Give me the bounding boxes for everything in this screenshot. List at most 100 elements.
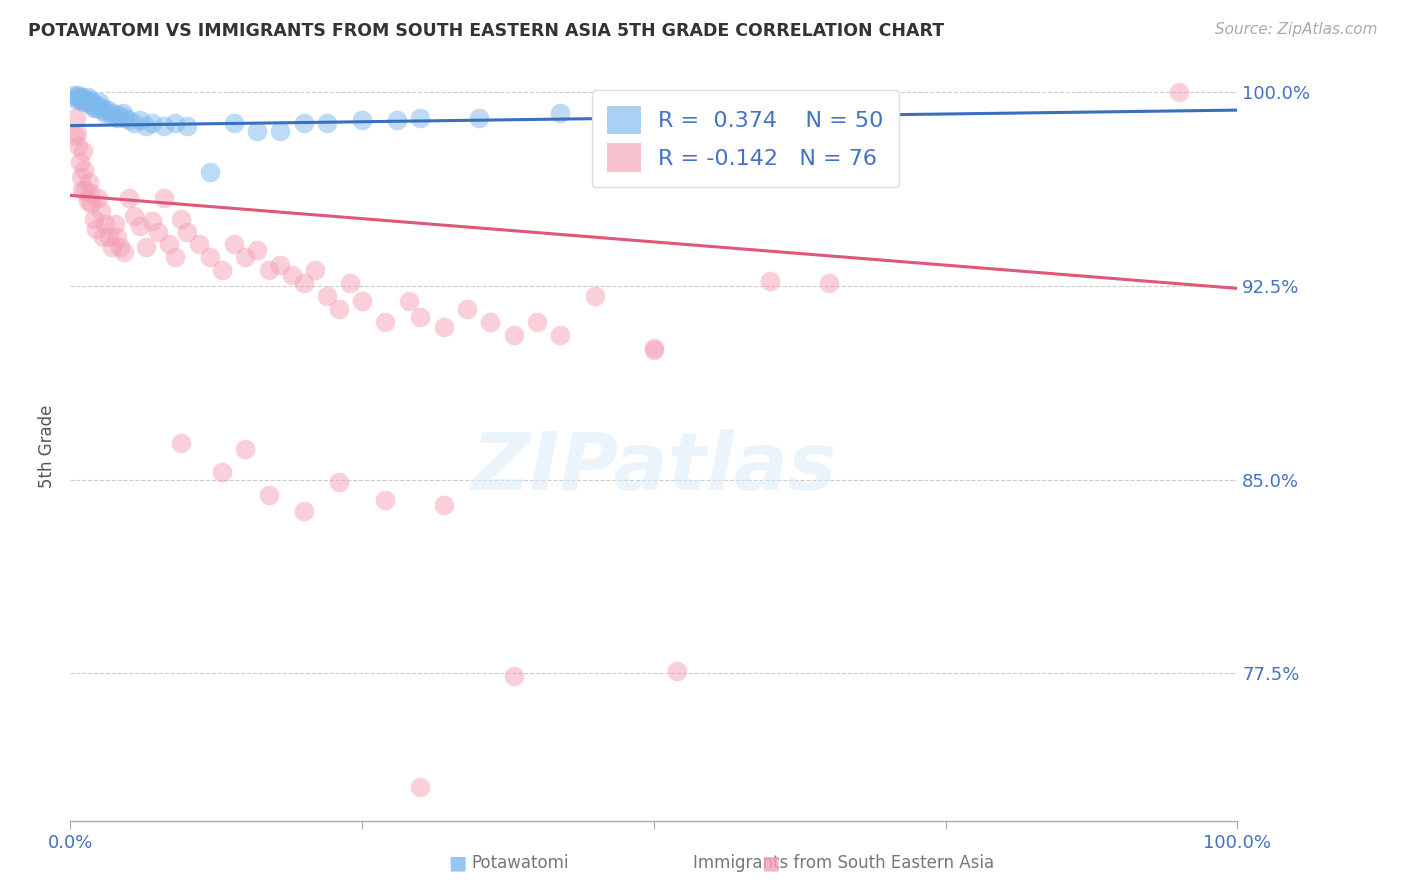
Point	[105, 111, 128, 125]
Point	[77, 95, 100, 110]
Point	[141, 214, 163, 228]
Point	[135, 240, 157, 254]
Point	[165, 251, 187, 265]
Point	[124, 209, 146, 223]
Point	[398, 294, 420, 309]
Point	[73, 162, 96, 177]
Point	[84, 101, 107, 115]
Point	[526, 315, 548, 329]
Point	[66, 127, 89, 141]
Point	[124, 116, 146, 130]
Point	[818, 277, 841, 291]
Point	[118, 191, 141, 205]
Point	[152, 119, 174, 133]
Point	[292, 116, 315, 130]
Text: ■: ■	[447, 854, 467, 872]
Point	[97, 103, 120, 117]
Point	[759, 274, 782, 288]
Point	[97, 229, 120, 244]
Point	[76, 90, 98, 104]
Point	[257, 488, 280, 502]
Point	[70, 183, 93, 197]
Point	[643, 343, 665, 358]
Point	[176, 119, 198, 133]
Point	[69, 93, 91, 107]
Point	[70, 90, 93, 104]
Text: Potawatomi: Potawatomi	[471, 855, 569, 872]
Point	[65, 111, 87, 125]
Legend: R =  0.374    N = 50, R = -0.142   N = 76: R = 0.374 N = 50, R = -0.142 N = 76	[592, 90, 900, 187]
Point	[479, 315, 502, 329]
Point	[89, 95, 111, 110]
Point	[80, 196, 103, 211]
Point	[105, 229, 128, 244]
Point	[69, 90, 91, 104]
Point	[87, 191, 110, 205]
Point	[304, 263, 326, 277]
Y-axis label: 5th Grade: 5th Grade	[38, 404, 56, 488]
Point	[77, 176, 100, 190]
Point	[79, 186, 101, 200]
Point	[141, 116, 163, 130]
Point	[111, 105, 134, 120]
Point	[76, 194, 98, 208]
Point	[409, 111, 432, 125]
Point	[135, 119, 157, 133]
Point	[129, 113, 152, 128]
Point	[187, 237, 209, 252]
Point	[91, 229, 114, 244]
Point	[385, 113, 408, 128]
Point	[409, 780, 432, 794]
Point	[104, 217, 127, 231]
Point	[146, 225, 169, 239]
Point	[80, 98, 103, 112]
Point	[281, 268, 304, 283]
Point	[352, 113, 374, 128]
Point	[108, 108, 131, 122]
Point	[211, 465, 233, 479]
Point	[456, 301, 478, 316]
Text: Immigrants from South Eastern Asia: Immigrants from South Eastern Asia	[693, 855, 994, 872]
Text: POTAWATOMI VS IMMIGRANTS FROM SOUTH EASTERN ASIA 5TH GRADE CORRELATION CHART: POTAWATOMI VS IMMIGRANTS FROM SOUTH EAST…	[28, 22, 945, 40]
Text: Source: ZipAtlas.com: Source: ZipAtlas.com	[1215, 22, 1378, 37]
Point	[292, 277, 315, 291]
Point	[246, 124, 269, 138]
Point	[550, 105, 572, 120]
Point	[550, 327, 572, 342]
Point	[94, 105, 117, 120]
Point	[65, 90, 87, 104]
Point	[129, 219, 152, 234]
Point	[101, 240, 124, 254]
Point	[100, 108, 122, 122]
Point	[69, 170, 91, 185]
Point	[433, 499, 456, 513]
Point	[82, 95, 104, 110]
Point	[67, 139, 90, 153]
Point	[90, 203, 112, 218]
Point	[72, 145, 94, 159]
Point	[94, 217, 117, 231]
Point	[176, 225, 198, 239]
Point	[328, 301, 350, 316]
Point	[73, 93, 96, 107]
Point	[69, 154, 91, 169]
Point	[246, 243, 269, 257]
Point	[502, 669, 524, 683]
Text: ZIPatlas: ZIPatlas	[471, 429, 837, 508]
Point	[374, 315, 396, 329]
Point	[170, 211, 193, 226]
Point	[316, 289, 339, 303]
Point	[233, 442, 256, 456]
Point	[152, 191, 174, 205]
Point	[75, 183, 97, 197]
Point	[269, 258, 291, 272]
Point	[222, 116, 245, 130]
Text: ■: ■	[761, 854, 780, 872]
Point	[316, 116, 339, 130]
Point	[269, 124, 291, 138]
Point	[63, 128, 86, 143]
Point	[257, 263, 280, 277]
Point	[91, 101, 114, 115]
Point	[409, 310, 432, 324]
Point	[79, 93, 101, 107]
